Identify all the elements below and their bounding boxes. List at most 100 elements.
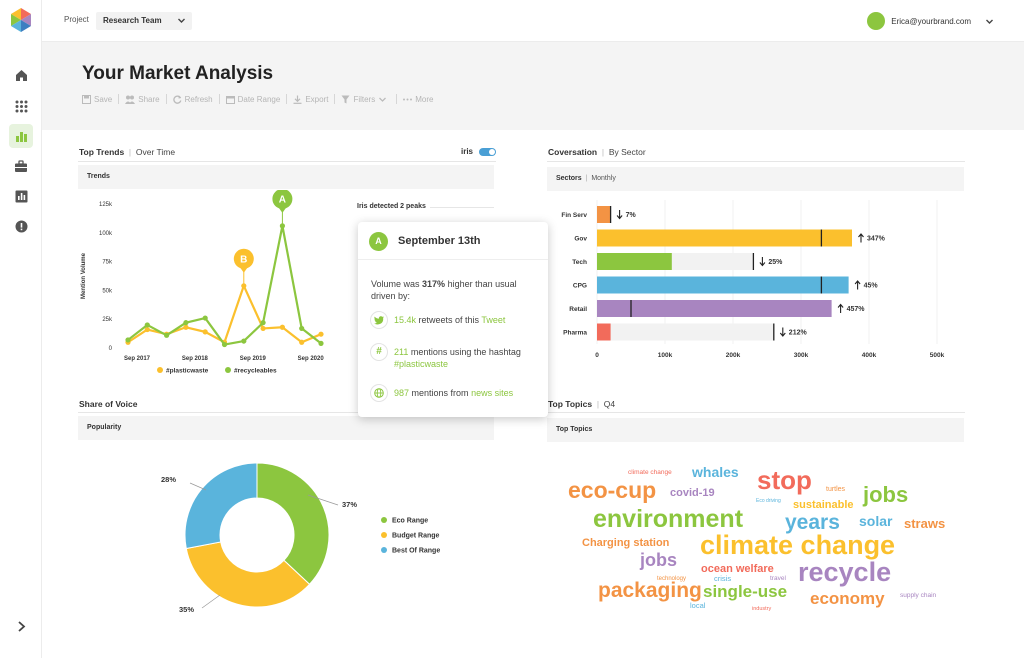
annotation-marker (272, 190, 293, 209)
tooltip-row-hashtag: # 211 mentions using the hashtag #plasti… (370, 343, 540, 370)
word-cloud-term: jobs (862, 482, 908, 507)
bar (597, 229, 852, 247)
x-tick-label: Sep 2018 (182, 356, 209, 362)
x-tick-label: 300k (794, 352, 809, 359)
word-cloud-term: recycle (798, 557, 891, 587)
topics-subbar: Top Topics (547, 418, 964, 442)
sectors-subbar: Sectors | Monthly (547, 167, 964, 191)
chevron-down-icon (379, 97, 387, 102)
word-cloud-term: single-use (703, 582, 787, 601)
sidebar-item-reports[interactable] (9, 184, 33, 208)
series-point-2 (241, 338, 247, 344)
word-cloud-term: travel (770, 575, 786, 582)
user-menu[interactable]: Erica@yourbrand.com (867, 12, 994, 30)
sidebar-expand-button[interactable] (12, 617, 30, 635)
export-label: Export (305, 94, 329, 104)
save-button[interactable]: Save (82, 94, 112, 104)
home-icon (15, 69, 27, 81)
briefcase-icon (15, 159, 27, 172)
word-cloud-term: environment (593, 505, 744, 533)
news-link[interactable]: news sites (471, 388, 514, 398)
share-button[interactable]: Share (125, 95, 160, 104)
share-subbar-label: Popularity (87, 424, 122, 431)
category-label: Retail (569, 306, 587, 313)
news-text: mentions from (409, 388, 472, 398)
sectors-subtitle: By Sector (608, 147, 646, 157)
bar (597, 323, 611, 341)
sidebar-item-analytics[interactable] (9, 124, 33, 148)
divider (547, 412, 965, 413)
toolbar-divider (165, 94, 167, 104)
word-cloud-term: sustainable (793, 499, 854, 511)
topics-subtitle: Q4 (603, 399, 616, 409)
donut-slice (184, 462, 258, 550)
hashtag-link[interactable]: #plasticwaste (394, 359, 449, 369)
arrow-up-icon (858, 233, 864, 243)
date-range-button[interactable]: Date Range (225, 95, 280, 104)
sidebar-item-alerts[interactable] (9, 214, 33, 238)
legend-swatch (157, 367, 163, 373)
sidebar-item-home[interactable] (9, 63, 33, 87)
project-select[interactable]: Research Team (96, 12, 192, 30)
save-icon (82, 94, 91, 104)
sectors-subbar-sub: Monthly (591, 175, 616, 182)
series-point-2 (202, 315, 208, 321)
tweet-link[interactable]: Tweet (481, 315, 506, 325)
word-cloud-term: industry (752, 606, 772, 612)
arrow-up-icon (837, 303, 844, 313)
word-cloud-term: years (785, 511, 840, 534)
iris-toggle[interactable] (479, 148, 496, 156)
toggle-knob (489, 149, 495, 155)
sidebar-item-briefcase[interactable] (9, 154, 33, 178)
tooltip-date: September 13th (398, 235, 481, 247)
globe-icon (370, 384, 388, 402)
logo-icon[interactable] (10, 8, 32, 32)
y-tick-label: 100k (99, 231, 113, 237)
hashtag-text: mentions using the hashtag (408, 347, 521, 357)
toolbar-divider (118, 94, 120, 104)
category-label: CPG (573, 283, 587, 290)
leader-line (307, 494, 339, 506)
bar-track (597, 323, 774, 341)
project-select-value: Research Team (103, 16, 162, 25)
legend-label: #plasticwaste (166, 368, 209, 375)
divider (78, 412, 496, 413)
arrow-down-icon (616, 210, 623, 220)
change-label: 45% (864, 283, 879, 290)
word-cloud-term: Eco driving (756, 498, 781, 504)
word-cloud-term: climate change (700, 530, 895, 560)
legend-label: Budget Range (392, 533, 440, 540)
more-button[interactable]: More (403, 95, 433, 104)
topics-word-cloud: climate change whales stop turtles eco-cup co… (568, 464, 945, 612)
word-cloud-term: stop (757, 465, 812, 495)
export-button[interactable]: Export (293, 95, 328, 104)
topics-title: Top Topics (548, 399, 593, 409)
topics-subbar-label: Top Topics (556, 426, 593, 433)
word-cloud-term: crisis (714, 574, 731, 583)
calendar-icon (225, 95, 235, 104)
legend-label: Eco Range (392, 518, 428, 525)
annotation-label: B (240, 254, 247, 265)
series-point-1 (144, 326, 150, 333)
filters-button[interactable]: Filters (341, 95, 390, 104)
sidebar-item-apps[interactable] (9, 94, 33, 118)
word-cloud-term: Charging station (582, 537, 670, 549)
trends-panel-title: Top Trends | Over Time (79, 147, 176, 157)
word-cloud-term: economy (810, 589, 885, 608)
slice-value-label: 37% (342, 500, 357, 509)
divider (547, 161, 965, 162)
trends-subbar-label: Trends (87, 173, 110, 180)
page-header: Your Market Analysis Save Share Refresh … (42, 42, 1024, 130)
iris-toggle-label: iris (461, 147, 474, 156)
word-cloud-term: ocean welfare (701, 563, 774, 575)
word-cloud-term: technology (657, 576, 686, 582)
download-icon (293, 95, 302, 104)
refresh-label: Refresh (184, 94, 213, 104)
refresh-button[interactable]: Refresh (172, 94, 213, 104)
alert-icon (15, 220, 27, 232)
arrow-up-icon (854, 280, 861, 290)
bar (597, 253, 672, 270)
chevron-down-icon (178, 18, 185, 23)
x-tick-label: 500k (930, 352, 945, 359)
series-point-2 (318, 340, 324, 346)
